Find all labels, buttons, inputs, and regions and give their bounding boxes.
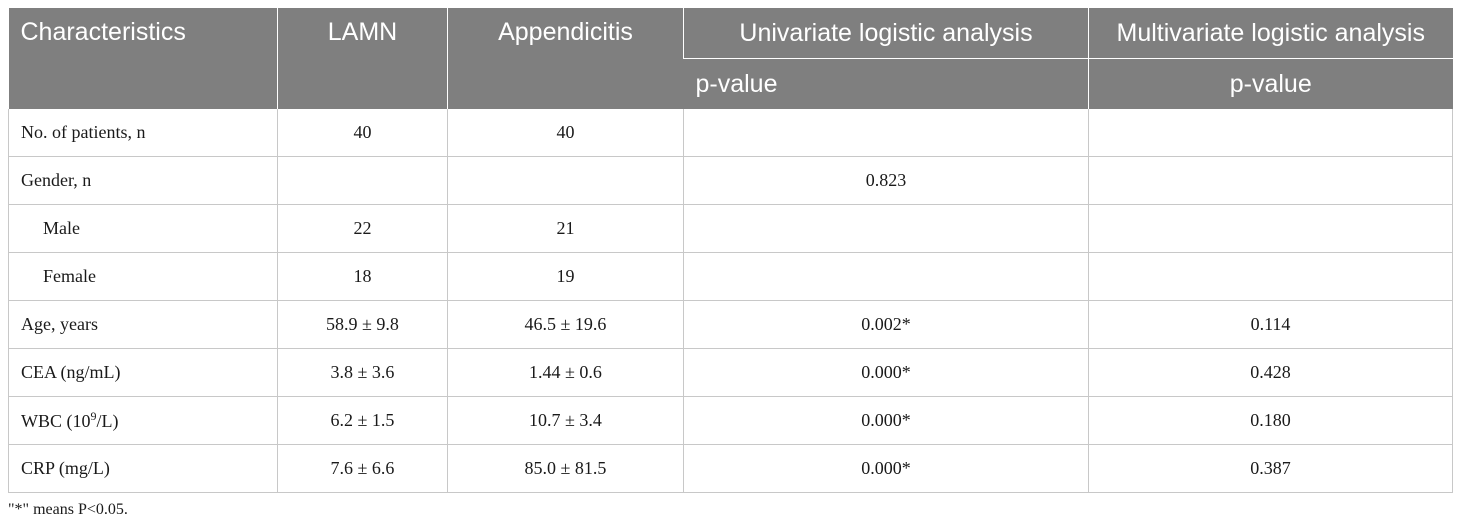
table-row: Male 22 21 [8,204,1453,253]
cell-lamn: 40 [277,109,448,157]
cell-univariate [683,109,1089,157]
header-multivariate-pvalue: p-value [1088,58,1453,109]
cell-lamn: 3.8 ± 3.6 [277,348,448,397]
cell-multivariate: 0.114 [1088,300,1453,349]
cell-lamn [277,156,448,205]
cell-univariate: 0.000* [683,444,1089,493]
header-lamn: LAMN [277,8,448,109]
header-univariate: Univariate logistic analysis [683,8,1089,59]
table-row: CRP (mg/L) 7.6 ± 6.6 85.0 ± 81.5 0.000* … [8,444,1453,493]
row-label: WBC (109/L) [8,396,278,445]
table-row: WBC (109/L) 6.2 ± 1.5 10.7 ± 3.4 0.000* … [8,396,1453,445]
cell-appendicitis: 19 [447,252,684,301]
cell-appendicitis: 85.0 ± 81.5 [447,444,684,493]
cell-appendicitis: 1.44 ± 0.6 [447,348,684,397]
row-label: Gender, n [8,156,278,205]
row-label-superscript: 9 [90,409,97,423]
comparison-table: Characteristics LAMN Appendicitis Univar… [8,8,1453,493]
cell-lamn: 22 [277,204,448,253]
table-row: Age, years 58.9 ± 9.8 46.5 ± 19.6 0.002*… [8,300,1453,349]
cell-univariate: 0.823 [683,156,1089,205]
table-row: Gender, n 0.823 [8,156,1453,205]
cell-univariate: 0.000* [683,396,1089,445]
row-label: Male [8,204,278,253]
table-row: Female 18 19 [8,252,1453,301]
cell-multivariate: 0.428 [1088,348,1453,397]
cell-lamn: 58.9 ± 9.8 [277,300,448,349]
table-row: No. of patients, n 40 40 [8,109,1453,157]
cell-multivariate [1088,252,1453,301]
cell-multivariate [1088,109,1453,157]
cell-appendicitis: 10.7 ± 3.4 [447,396,684,445]
row-label: Female [8,252,278,301]
cell-appendicitis: 21 [447,204,684,253]
cell-appendicitis: 40 [447,109,684,157]
cell-multivariate: 0.180 [1088,396,1453,445]
cell-lamn: 18 [277,252,448,301]
row-label: Age, years [8,300,278,349]
table-row: CEA (ng/mL) 3.8 ± 3.6 1.44 ± 0.6 0.000* … [8,348,1453,397]
table-footnote: "*" means P<0.05. [8,501,128,518]
row-label: CRP (mg/L) [8,444,278,493]
row-label: CEA (ng/mL) [8,348,278,397]
table-container: Characteristics LAMN Appendicitis Univar… [8,8,1453,519]
header-univariate-pvalue: p-value [683,58,1089,109]
cell-appendicitis: 46.5 ± 19.6 [447,300,684,349]
cell-univariate: 0.000* [683,348,1089,397]
cell-multivariate [1088,204,1453,253]
header-characteristics: Characteristics [8,8,278,109]
row-label-text: WBC (10 [21,411,91,431]
cell-univariate [683,204,1089,253]
cell-univariate [683,252,1089,301]
cell-lamn: 7.6 ± 6.6 [277,444,448,493]
cell-multivariate: 0.387 [1088,444,1453,493]
row-label: No. of patients, n [8,109,278,157]
header-appendicitis: Appendicitis [447,8,684,109]
cell-appendicitis [447,156,684,205]
cell-univariate: 0.002* [683,300,1089,349]
header-multivariate: Multivariate logistic analysis [1088,8,1453,59]
cell-lamn: 6.2 ± 1.5 [277,396,448,445]
cell-multivariate [1088,156,1453,205]
row-label-text-end: /L) [96,411,119,431]
